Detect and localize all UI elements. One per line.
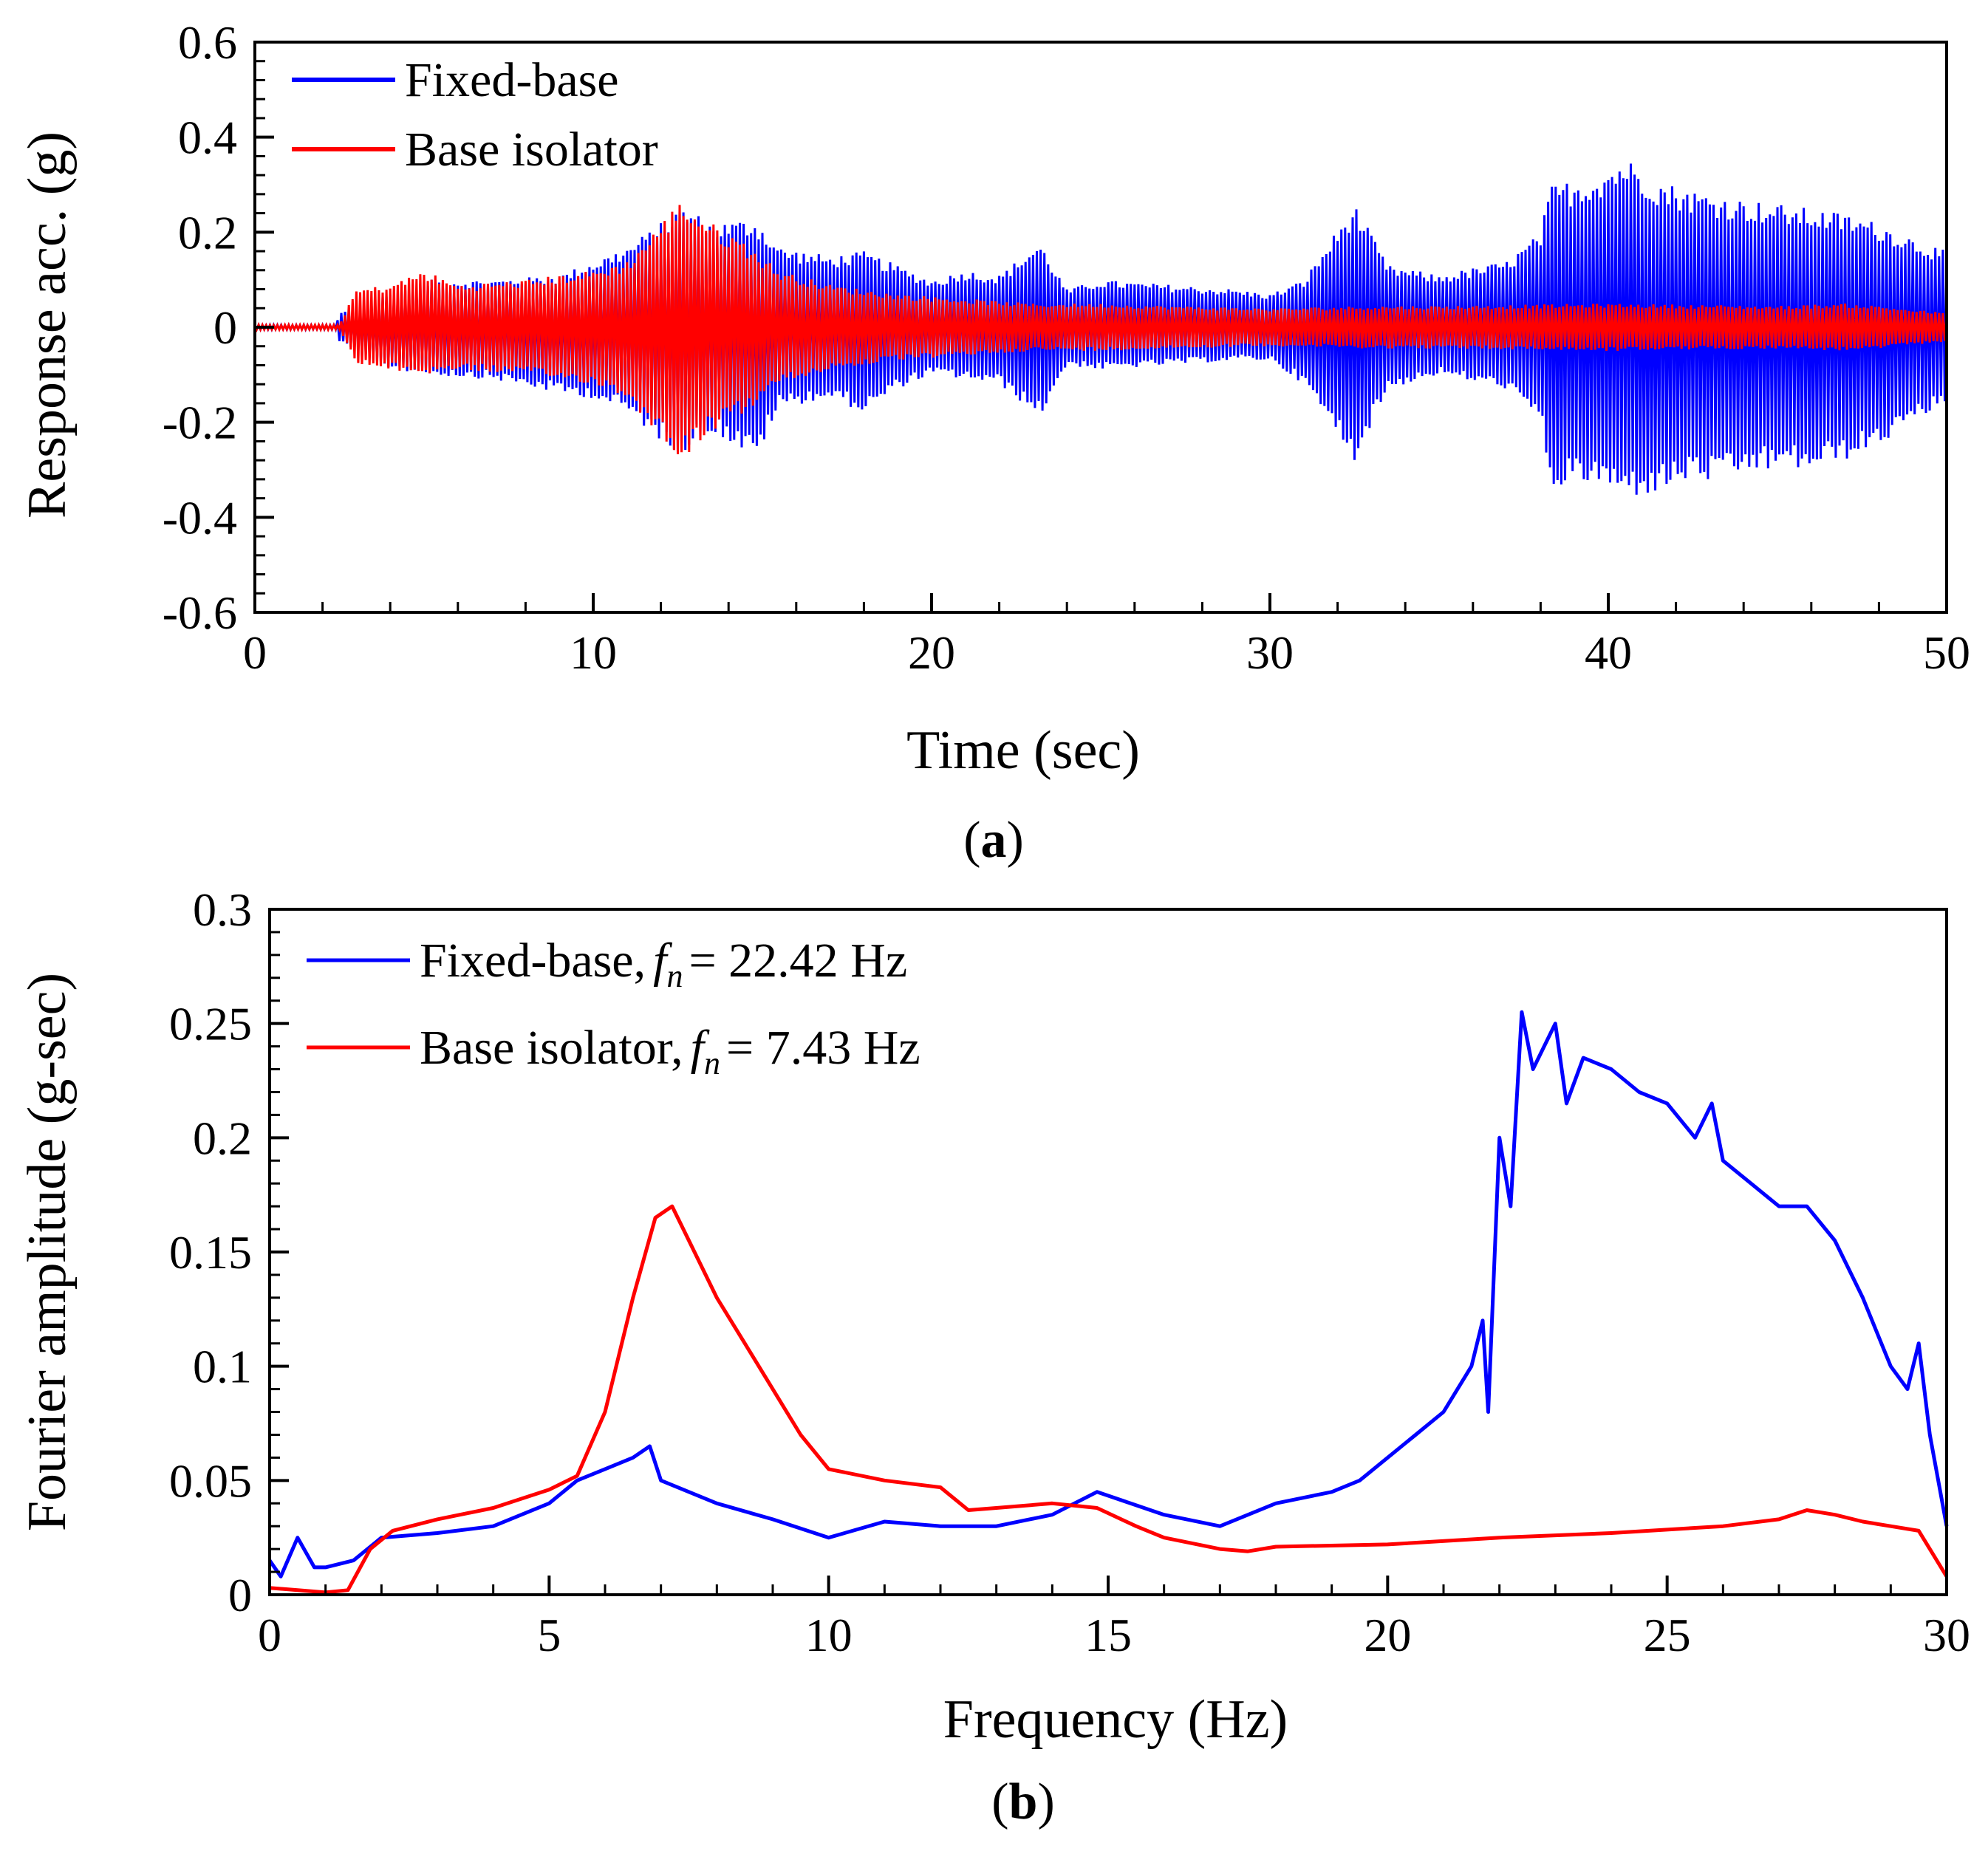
- panel-a-y-tick-label: 0: [214, 301, 237, 354]
- panel-b-plot-frame: [268, 908, 1948, 1596]
- legend-base-isolator-text: Base isolator,: [420, 1021, 683, 1075]
- legend-label-base-isolator: Base isolator: [405, 123, 658, 177]
- panel-a-x-axis-title: Time (sec): [906, 720, 1140, 781]
- panel-a-y-tick-label: 0.6: [178, 16, 237, 69]
- panel-a-y-axis-title: Response acc. (g): [17, 131, 78, 519]
- series-fixed-base-spectrum: [267, 1010, 1949, 1578]
- panel-b-x-tick-label: 10: [805, 1609, 853, 1661]
- panel-a: 0 10 20 30 40 50 0.6 0.4 0.2 0 -0.2 -0.4 -0.6 Fixed-…: [17, 16, 1970, 869]
- panel-a-x-tick-label: 20: [908, 626, 955, 679]
- panel-a-y-tick-label: 0.2: [178, 206, 237, 259]
- panel-a-x-tick-label: 10: [570, 626, 617, 679]
- legend-base-isolator-fn-value: = 7.43 Hz: [726, 1021, 920, 1075]
- panel-b-y-tick-label: 0.1: [193, 1341, 252, 1393]
- panel-b-y-tick-label: 0.2: [193, 1112, 252, 1164]
- series-fixed-base-trace: [253, 163, 1948, 495]
- panel-b-y-tick-label: 0.3: [193, 883, 252, 936]
- panel-b-x-tick-label: 25: [1644, 1609, 1691, 1661]
- panel-b-label-letter: b: [1009, 1773, 1038, 1830]
- panel-b-y-tick-label: 0: [228, 1569, 252, 1621]
- panel-b-legend: Fixed-base, fn = 22.42 Hz Base isolator, fn…: [307, 934, 920, 1081]
- panel-b-x-axis-title: Frequency (Hz): [943, 1689, 1288, 1750]
- legend-label-fixed-base-fn: Fixed-base, fn = 22.42 Hz: [420, 934, 907, 994]
- panel-b-y-tick-label: 0.05: [169, 1454, 252, 1507]
- panel-a-x-tick-label: 30: [1246, 626, 1294, 679]
- panel-a-label: (a): [963, 812, 1024, 869]
- panel-a-y-tick-label: -0.2: [163, 397, 237, 449]
- panel-b-ticks: 0 5 10 15 20 25 30 0.3 0.25 0.2 0.15 0.1 0.05 0: [169, 883, 1970, 1661]
- panel-b-x-tick-label: 0: [258, 1609, 281, 1661]
- panel-b-x-tick-label: 5: [537, 1609, 561, 1661]
- panel-b: 0 5 10 15 20 25 30 0.3 0.25 0.2 0.15 0.1 0.05 0 Fixed…: [17, 883, 1970, 1830]
- legend-fixed-base-fn-value: = 22.42 Hz: [689, 934, 907, 988]
- panel-b-y-tick-label: 0.25: [169, 998, 252, 1050]
- panel-a-legend: Fixed-base Base isolator: [292, 53, 658, 177]
- series-base-isolator-trace: [253, 205, 1948, 454]
- panel-b-x-tick-label: 20: [1364, 1609, 1411, 1661]
- panel-a-label-letter: a: [981, 812, 1007, 869]
- panel-a-x-tick-label: 50: [1923, 626, 1970, 679]
- legend-label-base-isolator-fn: Base isolator, fn = 7.43 Hz: [420, 1021, 920, 1081]
- panel-a-x-tick-label: 40: [1585, 626, 1632, 679]
- panel-a-y-tick-label: -0.6: [163, 586, 237, 639]
- series-base-isolator-spectrum: [269, 1204, 1949, 1595]
- panel-b-y-tick-label: 0.15: [169, 1226, 252, 1279]
- legend-fixed-base-text: Fixed-base,: [420, 934, 646, 988]
- panel-a-series-layer: [253, 163, 1948, 495]
- panel-a-x-tick-label: 0: [243, 626, 267, 679]
- panel-b-x-tick-label: 30: [1923, 1609, 1970, 1661]
- legend-label-fixed-base: Fixed-base: [405, 53, 619, 107]
- panel-b-x-tick-label: 15: [1084, 1609, 1132, 1661]
- panel-a-ticks: 0 10 20 30 40 50 0.6 0.4 0.2 0 -0.2 -0.4 -0.6: [163, 16, 1970, 679]
- panel-b-y-axis-title: Fourier amplitude (g-sec): [17, 973, 78, 1531]
- panel-b-label: (b): [991, 1773, 1055, 1830]
- panel-a-y-tick-label: -0.4: [163, 491, 237, 544]
- panel-b-series-layer: [267, 1010, 1949, 1595]
- panel-a-y-tick-label: 0.4: [178, 112, 237, 164]
